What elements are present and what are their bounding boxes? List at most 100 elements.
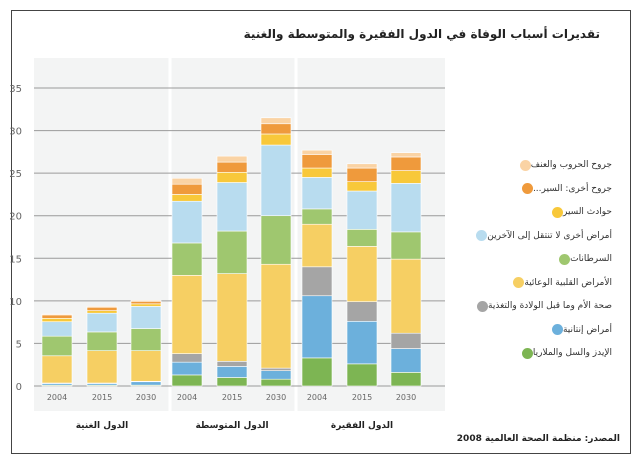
legend-item-2: حوادث السير <box>458 203 618 221</box>
x-tick-label-g2-b0: 2004 <box>307 393 327 402</box>
bar-segment-g0-b2-s7 <box>130 300 162 305</box>
legend-swatch-0 <box>519 159 531 171</box>
bar-segment-g1-b1-s6 <box>216 171 248 183</box>
bar-segment-g0-b1-s5 <box>86 312 118 333</box>
legend-label-6: صحة الأم وما قبل الولادة والتغذية <box>488 301 612 311</box>
bar-segment-g0-b0-s3 <box>41 355 73 384</box>
bar-segment-g0-b0-s6 <box>41 318 73 323</box>
x-tick-label-g2-b2: 2030 <box>396 393 416 402</box>
bar-segment-g0-b1-s8 <box>86 306 118 308</box>
y-tick-label-5: 5 <box>16 339 22 350</box>
bar-segment-g1-b1-s4 <box>216 230 248 274</box>
bar-segment-g2-b2-s2 <box>390 332 422 349</box>
legend-label-2: حوادث السير <box>562 207 612 217</box>
chart-title: تقديرات أسباب الوفاة في الدول الفقيرة وا… <box>243 27 600 41</box>
bar-segment-g2-b1-s4 <box>346 229 378 247</box>
legend-swatch-4 <box>559 253 571 265</box>
bar-segment-g2-b1-s8 <box>346 163 378 169</box>
legend-swatch-6 <box>477 300 489 312</box>
bar-segment-g1-b0-s3 <box>171 275 203 354</box>
bar-segment-g1-b2-s4 <box>260 215 292 265</box>
bar-segment-g1-b2-s1 <box>260 370 292 380</box>
bar-segment-g0-b1-s3 <box>86 350 118 384</box>
legend-label-7: أمراض إنتانية <box>562 324 612 335</box>
bar-segment-g1-b1-s0 <box>216 377 248 387</box>
bar-segment-g2-b1-s0 <box>346 363 378 387</box>
legend-label-0: جروح الحروب والعنف <box>530 160 612 170</box>
bar-segment-g0-b1-s7 <box>86 306 118 311</box>
legend-swatch-2 <box>551 206 563 218</box>
bar-segment-g2-b0-s5 <box>301 177 333 210</box>
legend-item-4: السرطانات <box>458 250 618 268</box>
bar-segment-g2-b2-s1 <box>390 348 422 373</box>
bar-segment-g1-b2-s5 <box>260 144 292 217</box>
legend-item-0: جروح الحروب والعنف <box>458 156 618 174</box>
y-tick-label-35: 35 <box>9 84 22 95</box>
legend-swatch-8 <box>521 347 533 359</box>
bar-segment-g1-b2-s8 <box>260 117 292 125</box>
bar-segment-g1-b2-s0 <box>260 378 292 387</box>
bar-segment-g2-b2-s0 <box>390 372 422 387</box>
bar-segment-g1-b2-s7 <box>260 123 292 135</box>
bar-segment-g1-b1-s7 <box>216 161 248 173</box>
bar-segment-g1-b0-s2 <box>171 353 203 363</box>
bar-segment-g0-b2-s5 <box>130 306 162 329</box>
bar-segment-g0-b2-s3 <box>130 350 162 382</box>
bar-segment-g2-b0-s7 <box>301 154 333 169</box>
bar-segment-g2-b1-s3 <box>346 246 378 303</box>
bar-segment-g1-b0-s7 <box>171 183 203 195</box>
legend-item-3: أمراض أخرى لا تنتقل إلى الآخرين <box>458 227 618 245</box>
x-tick-label-g0-b1: 2015 <box>92 393 112 402</box>
y-tick-label-20: 20 <box>9 212 22 223</box>
legend-swatch-1 <box>521 183 533 194</box>
bar-segment-g0-b2-s8 <box>130 300 162 302</box>
bar-segment-g1-b0-s5 <box>171 200 203 244</box>
x-tick-label-g2-b1: 2015 <box>352 393 372 402</box>
legend-item-6: صحة الأم وما قبل الولادة والتغذية <box>458 297 618 315</box>
x-tick-label-g1-b0: 2004 <box>177 393 197 402</box>
legend-label-8: الإيدز والسل والملاريا <box>532 348 612 358</box>
chart-plot-area: 0 5 10 15 20 25 30 35 2004 2015 2030 2004 2015 2030 20… <box>9 58 445 411</box>
bar-segment-g2-b0-s3 <box>301 223 333 268</box>
legend-label-1: جروح أخرى: السير... <box>532 183 612 194</box>
bar-segment-g1-b1-s1 <box>216 366 248 378</box>
bar-segment-g1-b1-s8 <box>216 155 248 163</box>
legend-item-1: جروح أخرى: السير... <box>458 180 618 198</box>
bar-segment-g2-b1-s5 <box>346 190 378 230</box>
legend-swatch-7 <box>551 324 563 335</box>
bar-segment-g2-b2-s6 <box>390 170 422 184</box>
bar-segment-g0-b0-s8 <box>41 313 73 316</box>
bar-segment-g2-b0-s2 <box>301 266 333 297</box>
chart-source: المصدر: منظمة الصحة العالمية 2008 <box>456 434 620 444</box>
bar-segment-g2-b0-s6 <box>301 167 333 178</box>
bar-segment-g0-b1-s6 <box>86 310 118 314</box>
bar-segment-g1-b0-s8 <box>171 177 203 185</box>
bar-segment-g2-b2-s5 <box>390 183 422 233</box>
bar-segment-g1-b1-s3 <box>216 273 248 362</box>
legend-label-3: أمراض أخرى لا تنتقل إلى الآخرين <box>487 230 612 241</box>
bar-segment-g0-b2-s1 <box>130 381 162 386</box>
y-tick-label-15: 15 <box>9 254 22 265</box>
bar-segment-g1-b0-s0 <box>171 374 203 387</box>
bar-segment-g1-b0-s4 <box>171 242 203 276</box>
bar-segment-g2-b0-s8 <box>301 149 333 155</box>
bar-segment-g1-b2-s6 <box>260 133 292 146</box>
y-tick-label-25: 25 <box>9 169 22 180</box>
x-tick-label-g1-b1: 2015 <box>222 393 242 402</box>
y-tick-label-10: 10 <box>9 297 22 308</box>
group-label-2: الدول الفقيرة <box>330 421 394 431</box>
group-label-0: الدول الغنية <box>75 421 129 431</box>
bar-segment-g2-b1-s1 <box>346 320 378 365</box>
legend-swatch-3 <box>476 230 488 241</box>
legend-item-5: الأمراض القلبية الوعائية <box>458 274 618 292</box>
x-tick-label-g0-b2: 2030 <box>136 393 156 402</box>
bar-segment-g0-b0-s7 <box>41 314 73 319</box>
y-tick-label-30: 30 <box>9 127 22 138</box>
bar-segment-g2-b0-s0 <box>301 357 333 387</box>
x-tick-label-g0-b0: 2004 <box>47 393 67 402</box>
group-label-1: الدول المتوسطة <box>195 421 269 431</box>
y-tick-label-0: 0 <box>16 382 22 393</box>
legend-item-8: الإيدز والسل والملاريا <box>458 344 618 362</box>
legend-item-7: أمراض إنتانية <box>458 321 618 339</box>
